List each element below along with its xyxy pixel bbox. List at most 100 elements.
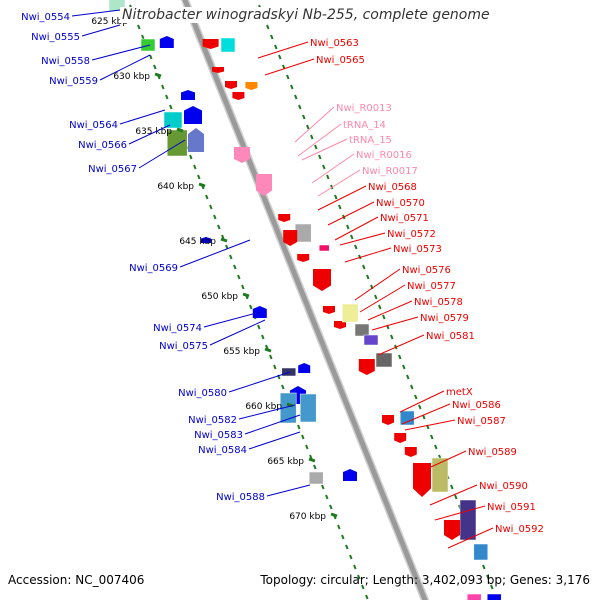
leader-line	[327, 201, 375, 226]
gene-feature	[313, 269, 331, 291]
gene-label-right: Nwi_0592	[495, 524, 544, 535]
gene-feature	[343, 469, 357, 481]
tick-mark	[176, 127, 184, 133]
tick-label: 640 kbp	[157, 182, 194, 192]
leader-line	[257, 41, 309, 59]
gene-label-left: Nwi_0564	[69, 120, 118, 131]
gene-feature	[225, 81, 237, 89]
leader-line	[334, 216, 379, 241]
gene-feature	[278, 214, 291, 222]
gene-label-left: Nwi_0566	[78, 140, 127, 151]
leader-line	[301, 138, 348, 161]
leader-line	[297, 123, 342, 157]
leader-line	[99, 54, 151, 81]
tick-mark	[198, 182, 206, 188]
gene-feature	[308, 471, 324, 485]
leader-line	[248, 431, 301, 450]
leader-line	[138, 139, 186, 169]
leader-line	[228, 371, 291, 393]
gene-feature	[299, 393, 317, 423]
summary-text: Topology: circular; Length: 3,402,093 bp…	[260, 573, 590, 587]
gene-feature	[341, 303, 359, 323]
gene-label-right: Nwi_0579	[420, 313, 469, 324]
gene-feature	[431, 457, 449, 493]
leader-line	[294, 106, 335, 143]
gene-feature	[486, 593, 502, 600]
outer-dotted-track	[129, 4, 369, 600]
tick-mark	[242, 292, 250, 298]
gene-feature	[444, 520, 460, 540]
gene-label-left: Nwi_0584	[198, 445, 247, 456]
leader-line	[264, 58, 315, 76]
gene-label-right: Nwi_0589	[468, 447, 517, 458]
leader-line	[354, 268, 401, 301]
gene-label-left: Nwi_0569	[129, 263, 178, 274]
gene-label-right: Nwi_0563	[310, 38, 359, 49]
leader-line	[447, 527, 494, 549]
gene-label-right: Nwi_0587	[457, 416, 506, 427]
gene-label-right: Nwi_0572	[387, 229, 436, 240]
gene-label-left: Nwi_0582	[188, 415, 237, 426]
gene-feature	[245, 82, 258, 90]
gene-feature	[354, 323, 370, 337]
label-leader-lines	[71, 9, 494, 549]
tick-label: 650 kbp	[201, 292, 238, 302]
gene-label-right: Nwi_0571	[380, 213, 429, 224]
gene-feature	[473, 543, 489, 561]
gene-feature	[188, 128, 204, 152]
gene-feature	[382, 415, 394, 425]
gene-label-left: Nwi_0555	[31, 32, 80, 43]
gene-feature	[404, 447, 417, 457]
leader-line	[317, 185, 367, 211]
gene-feature	[184, 106, 202, 124]
leader-line	[399, 390, 445, 413]
leader-line	[244, 414, 301, 435]
gene-feature	[323, 306, 335, 314]
gene-labels: Nwi_0554 Nwi_0555 Nwi_0558 Nwi_0559 Nwi_0564…	[21, 12, 544, 535]
tick-mark	[220, 237, 228, 243]
gene-label-left: Nwi_0558	[41, 56, 90, 67]
gene-label-left: Nwi_0554	[21, 12, 70, 23]
gene-feature	[256, 174, 272, 196]
gene-feature	[283, 230, 298, 246]
tick-label: 655 kbp	[223, 347, 260, 357]
gene-label-left: Nwi_0583	[194, 430, 243, 441]
gene-label-left: Nwi_0588	[216, 492, 265, 503]
leader-line	[266, 484, 311, 497]
gene-feature	[413, 463, 431, 497]
gene-feature	[212, 67, 224, 73]
leader-line	[419, 450, 467, 473]
leader-line	[179, 239, 251, 268]
gene-label-left: Nwi_0575	[159, 341, 208, 352]
gene-label-right: Nwi_0573	[393, 244, 442, 255]
tick-mark	[330, 512, 338, 518]
leader-line	[128, 124, 171, 145]
tick-mark	[264, 347, 272, 353]
gene-feature	[394, 433, 407, 443]
gene-label-right: Nwi_0586	[452, 400, 501, 411]
gene-label-left: Nwi_0574	[153, 323, 202, 334]
gene-feature	[358, 359, 375, 375]
gene-feature	[232, 92, 245, 100]
gene-label-right: Nwi_0568	[368, 182, 417, 193]
gene-feature	[363, 334, 379, 346]
leader-line	[238, 404, 296, 420]
gene-label-right: Nwi_0578	[414, 297, 463, 308]
gene-feature	[108, 0, 126, 12]
leader-line	[429, 484, 478, 506]
tick-mark	[154, 72, 162, 78]
leader-line	[71, 9, 121, 17]
gene-feature	[399, 410, 415, 426]
leader-line	[81, 24, 121, 37]
leader-line	[404, 419, 456, 431]
gene-feature	[201, 237, 211, 243]
gene-feature	[298, 363, 311, 373]
gene-feature	[202, 39, 219, 49]
tick-label: 630 kbp	[113, 72, 150, 82]
gene-label-right: Nwi_0581	[426, 331, 475, 342]
accession-text: Accession: NC_007406	[8, 573, 145, 587]
gene-feature	[159, 36, 174, 48]
leader-line	[434, 505, 486, 521]
leader-line	[317, 169, 361, 197]
gene-feature	[140, 38, 156, 52]
